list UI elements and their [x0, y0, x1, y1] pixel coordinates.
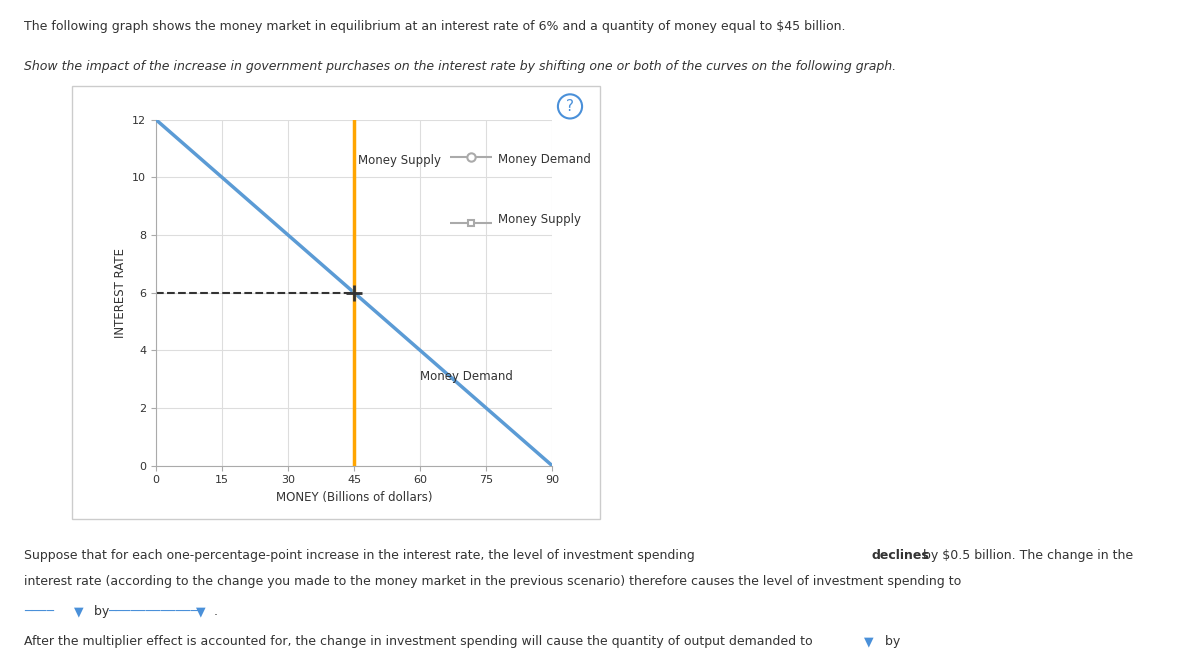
Text: Money Demand: Money Demand — [420, 370, 512, 384]
Text: by: by — [881, 635, 900, 648]
Text: Suppose that for each one-percentage-point increase in the interest rate, the le: Suppose that for each one-percentage-poi… — [24, 549, 698, 562]
Text: by $0.5 billion. The change in the: by $0.5 billion. The change in the — [919, 549, 1133, 562]
Text: After the multiplier effect is accounted for, the change in investment spending : After the multiplier effect is accounted… — [24, 635, 812, 648]
Text: Money Supply: Money Supply — [498, 213, 581, 226]
Text: ────────────: ──────────── — [108, 605, 198, 618]
Y-axis label: INTEREST RATE: INTEREST RATE — [114, 247, 126, 338]
Text: ▼: ▼ — [196, 605, 205, 618]
Text: ▼: ▼ — [74, 605, 84, 618]
Text: Show the impact of the increase in government purchases on the interest rate by : Show the impact of the increase in gover… — [24, 60, 896, 73]
X-axis label: MONEY (Billions of dollars): MONEY (Billions of dollars) — [276, 491, 432, 504]
Text: ────: ──── — [24, 605, 54, 618]
Text: declines: declines — [871, 549, 929, 562]
Text: .: . — [210, 605, 218, 618]
Text: The following graph shows the money market in equilibrium at an interest rate of: The following graph shows the money mark… — [24, 20, 846, 33]
Text: by: by — [90, 605, 113, 618]
Text: Money Demand: Money Demand — [498, 153, 590, 166]
Text: Money Supply: Money Supply — [359, 154, 442, 168]
Text: ▼: ▼ — [864, 635, 874, 648]
Text: ?: ? — [566, 99, 574, 114]
Text: interest rate (according to the change you made to the money market in the previ: interest rate (according to the change y… — [24, 575, 961, 589]
